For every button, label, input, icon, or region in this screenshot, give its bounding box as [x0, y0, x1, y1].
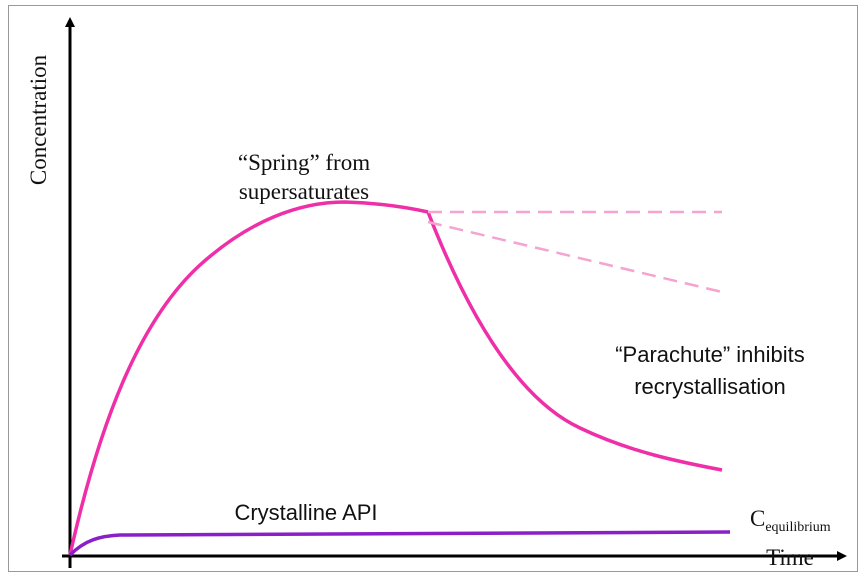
crystalline-label: Crystalline API: [234, 500, 377, 525]
frame: [8, 5, 858, 572]
equilibrium-sub: equilibrium: [765, 520, 830, 535]
equilibrium-label: Cequilibrium: [750, 506, 831, 535]
equilibrium-main: C: [750, 506, 765, 531]
drop-curve: [426, 211, 723, 472]
crystalline-curve: [68, 530, 731, 557]
spring-label: “Spring” from: [238, 150, 370, 175]
parachute-label: “Parachute” inhibits: [615, 342, 805, 367]
parachute-slow: [427, 220, 723, 294]
parachute-label: recrystallisation: [634, 374, 786, 399]
x-axis-label: Time: [766, 545, 814, 570]
spring-label: supersaturates: [239, 179, 369, 204]
y-axis-label: Concentration: [26, 54, 51, 185]
spring-curve: [68, 200, 429, 556]
